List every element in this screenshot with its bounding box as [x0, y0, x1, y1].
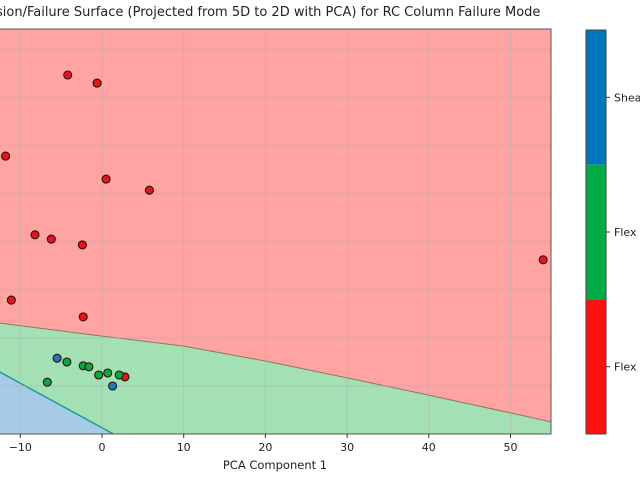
data-point	[94, 370, 104, 380]
data-point	[78, 312, 88, 322]
data-point	[42, 377, 52, 387]
data-point	[62, 357, 72, 367]
grid-lines	[0, 29, 551, 434]
colorbar-label: Shea	[614, 91, 640, 104]
data-point	[108, 381, 118, 391]
data-point	[52, 353, 62, 363]
x-tick-label: 30	[340, 441, 354, 454]
data-point	[30, 230, 40, 240]
x-axis-label: PCA Component 1	[223, 458, 327, 472]
x-tick-label: 0	[99, 441, 106, 454]
plot-frame	[0, 28, 552, 435]
colorbar-segment	[586, 299, 606, 434]
data-point	[1, 151, 11, 161]
chart-title: sion/Failure Surface (Projected from 5D …	[0, 5, 540, 20]
data-point	[63, 70, 73, 80]
colorbar-frame	[585, 29, 607, 435]
data-point	[144, 185, 154, 195]
x-tick-label: 40	[422, 441, 436, 454]
colorbar: Shea Flex Flex	[585, 29, 640, 435]
data-point	[538, 255, 548, 265]
data-point	[77, 240, 87, 250]
x-tick-label: 20	[258, 441, 272, 454]
colorbar-label: Flex	[614, 226, 637, 239]
plot-area	[0, 29, 551, 434]
x-axis: −10 0 10 20 30 40 50	[9, 434, 518, 454]
region-green	[0, 323, 551, 434]
data-point	[114, 370, 124, 380]
colorbar-label: Flex	[614, 361, 637, 374]
x-tick-label: 10	[177, 441, 191, 454]
data-point	[84, 362, 94, 372]
x-tick-label: 50	[504, 441, 518, 454]
colorbar-segment	[586, 30, 606, 165]
data-point	[46, 234, 56, 244]
scatter-points	[1, 70, 548, 391]
boundary-green-blue	[0, 371, 114, 434]
data-point	[101, 174, 111, 184]
colorbar-segment	[586, 164, 606, 300]
data-point	[92, 78, 102, 88]
data-point	[6, 295, 16, 305]
data-point	[103, 368, 113, 378]
x-tick-label: −10	[9, 441, 32, 454]
